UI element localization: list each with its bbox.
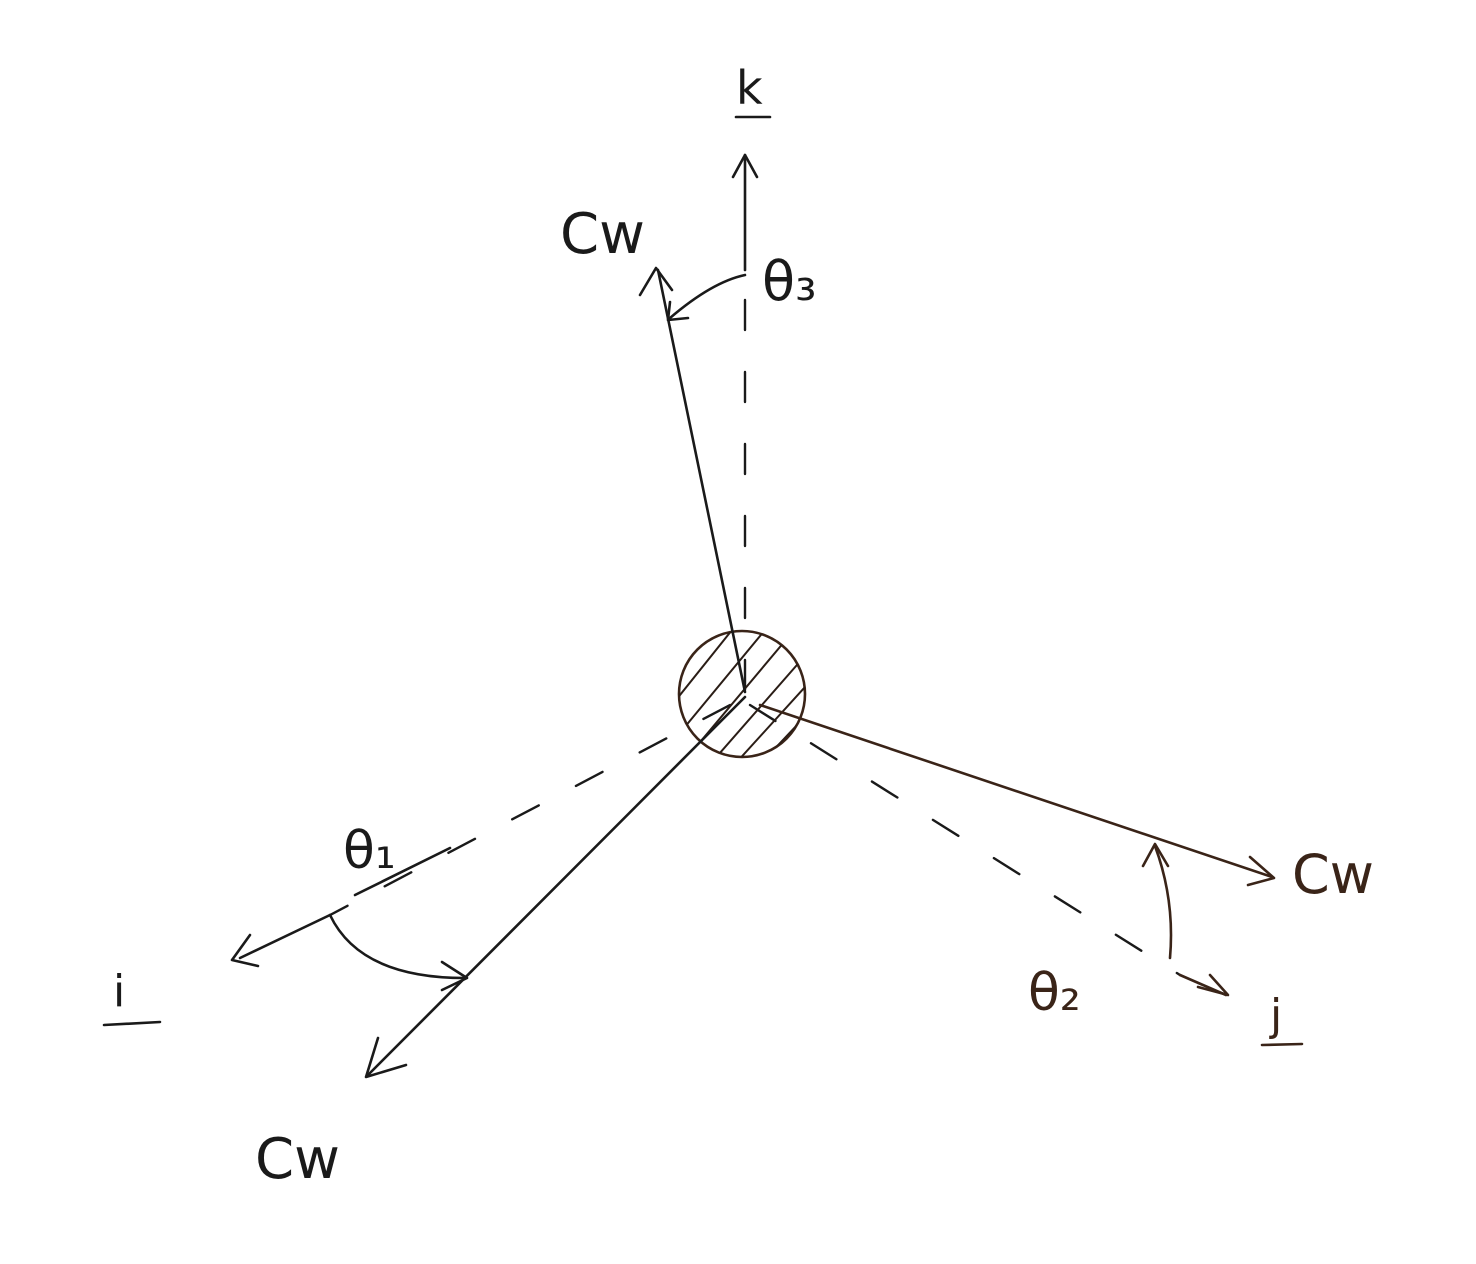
k-axis-label: k <box>736 61 763 115</box>
left-cw-label: Cw <box>255 1127 340 1192</box>
upper-cw-label: Cw <box>560 202 645 267</box>
k-axis-arrowhead <box>731 153 759 179</box>
upper-cw-vector <box>656 268 747 694</box>
right-cw-vector <box>758 703 1274 879</box>
j-axis-label: j <box>1269 990 1282 1041</box>
j-axis-dashed <box>748 703 1182 977</box>
theta3-arc <box>668 273 747 320</box>
j-axis-arrowhead <box>1196 973 1230 997</box>
theta1-arc <box>328 913 467 980</box>
j-axis-label-underline <box>1260 1042 1304 1047</box>
i-axis-label-underline <box>102 1020 162 1027</box>
theta1-label-underline <box>353 846 452 897</box>
left-cw-arrowhead <box>364 1036 408 1079</box>
i-axis-arrowhead <box>230 933 260 968</box>
right-cw-label: Cw <box>1292 843 1374 906</box>
theta1-arc-arrowhead <box>440 960 469 992</box>
upper-cw-arrowhead <box>638 266 674 297</box>
theta3-label: θ₃ <box>762 250 817 313</box>
theta3-arc-arrowhead <box>666 300 690 322</box>
right-cw-arrowhead <box>1246 855 1276 887</box>
origin-body <box>677 629 807 759</box>
i-axis-line <box>238 913 332 960</box>
left-cw-vector <box>366 695 747 1077</box>
theta2-arc-arrowhead <box>1141 842 1170 868</box>
theta2-label: θ₂ <box>1028 963 1081 1023</box>
i-axis-dashed <box>328 703 732 917</box>
theta2-arc <box>1153 844 1173 960</box>
i-axis-label: i <box>113 966 125 1017</box>
theta1-label: θ₁ <box>343 821 396 881</box>
